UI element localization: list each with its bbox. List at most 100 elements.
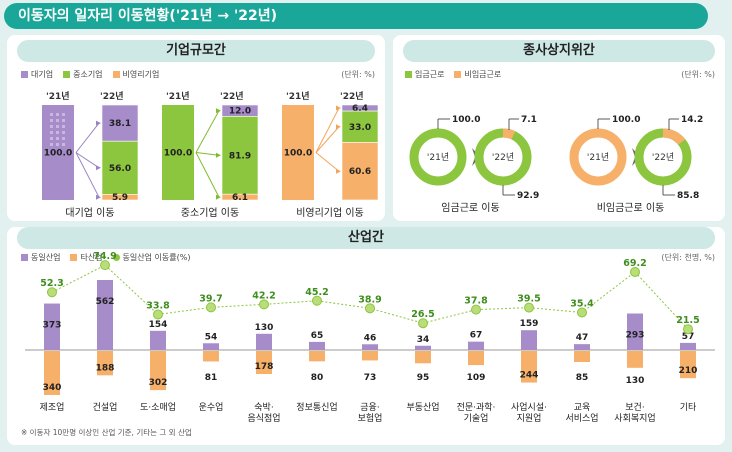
other-industry-value: 81 (205, 373, 218, 383)
rate-value: 35.4 (570, 299, 594, 310)
rate-point (259, 299, 269, 310)
other-industry-bar (574, 351, 590, 362)
year-from-label: '21년 (166, 90, 190, 102)
legend-swatch (405, 71, 412, 78)
industry-legend: 동일산업 타산업 동일산업 이동률(%) (21, 252, 196, 263)
other-industry-bar (468, 351, 484, 366)
rate-value: 52.3 (40, 278, 63, 289)
flow-arrow (315, 152, 340, 172)
firm-legend-item: 대기업 (21, 69, 53, 80)
other-industry-value: 302 (149, 378, 168, 388)
category-label: 운수업 (199, 402, 224, 413)
arrow-head (336, 168, 341, 174)
rate-point (153, 309, 163, 320)
other-industry-value: 178 (255, 362, 274, 372)
segment-value: 5.9 (112, 193, 128, 203)
other-industry-value: 80 (311, 373, 324, 383)
category-label: 사업시설· (511, 402, 547, 413)
same-industry-value: 562 (96, 297, 115, 307)
same-industry-bar (415, 345, 431, 350)
employment-status-legend: 임금근로 비임금근로 (405, 69, 507, 80)
category-label: 서비스업 (565, 413, 598, 424)
category-label: 금융· (360, 402, 379, 413)
firm-legend-item: 중소기업 (63, 69, 103, 80)
category-label: 도·소매업 (140, 402, 176, 413)
rate-value: 33.8 (146, 300, 170, 311)
same-industry-bar (468, 341, 484, 350)
base-donut (569, 128, 627, 186)
rate-value: 42.2 (252, 290, 275, 301)
same-industry-value: 47 (576, 333, 589, 343)
year-to-label: '22년 (100, 90, 124, 102)
category-label: 전문·과학· (457, 402, 496, 413)
stacked-segment (101, 104, 139, 142)
same-industry-value: 67 (470, 331, 483, 341)
base-bar (42, 105, 74, 200)
category-label: 숙박· (254, 402, 273, 413)
other-industry-bar (521, 351, 537, 383)
same-industry-bar (574, 344, 590, 350)
building-window (50, 113, 53, 116)
building-window (50, 143, 53, 146)
stacked-segment (341, 142, 379, 201)
flow-arrow (75, 152, 100, 169)
category-label: 교육 (574, 402, 591, 413)
same-industry-bar (362, 344, 378, 350)
group-label: 중소기업 이동 (181, 206, 239, 219)
industry-unit: (단위: 천명, %) (661, 253, 715, 262)
rate-value: 37.8 (464, 296, 488, 307)
category-label: 건설업 (93, 402, 118, 413)
legend-label: 임금근로 (415, 70, 445, 79)
base-bar (282, 105, 314, 200)
other-industry-value: 130 (626, 376, 645, 386)
base-value: 100.0 (44, 149, 72, 159)
same-industry-bar (150, 330, 166, 350)
rate-value: 39.5 (517, 294, 540, 305)
firm-size-unit: (단위: %) (341, 70, 375, 79)
building-window (56, 125, 59, 128)
emp-legend-item: 비임금근로 (454, 69, 501, 80)
year-to-label: '22년 (492, 152, 514, 163)
industry-legend-item: 동일산업 (21, 252, 60, 263)
industry-panel: 산업간 동일산업 타산업 동일산업 이동률(%) (단위: 천명, %) 373 34… (7, 227, 725, 445)
other-industry-bar (203, 351, 219, 362)
rate-point (206, 302, 216, 313)
stacked-segment (341, 104, 379, 112)
group-label: 비영리기업 이동 (296, 206, 364, 219)
other-industry-value: 340 (43, 383, 62, 393)
flow-arrow (195, 152, 220, 198)
legend-label: 비영리기업 (122, 70, 160, 79)
industry-legend-item: 동일산업 이동률(%) (112, 252, 191, 263)
category-label: 보건· (625, 402, 644, 413)
firm-size-panel: 기업규모간 대기업 중소기업 비영리기업 (단위: %) '21년 '22년 100.0… (7, 35, 385, 221)
building-window (62, 119, 65, 122)
segment-value: 12.0 (229, 107, 251, 117)
building-window (56, 137, 59, 140)
category-label: 사회복지업 (614, 413, 655, 424)
legend-swatch (63, 71, 71, 78)
same-industry-value: 54 (205, 332, 218, 342)
category-label: 정보통신업 (296, 402, 337, 413)
other-industry-bar (44, 351, 60, 395)
year-to-label: '22년 (220, 90, 244, 102)
flow-arrow (315, 126, 340, 153)
segment-value: 38.1 (109, 119, 131, 129)
other-industry-value: 109 (467, 373, 486, 383)
same-industry-bar (309, 341, 325, 350)
base-bar (162, 105, 194, 200)
same-industry-bar (521, 330, 537, 350)
other-industry-bar (150, 351, 166, 391)
legend-label: 중소기업 (73, 70, 103, 79)
base-donut (409, 128, 467, 186)
building-window (50, 131, 53, 134)
legend-label: 동일산업 이동률(%) (122, 253, 191, 262)
building-window (62, 137, 65, 140)
industry-title: 산업간 (17, 227, 715, 249)
stacked-segment (221, 116, 259, 195)
same-industry-value: 34 (417, 335, 430, 345)
rate-point (471, 304, 481, 315)
legend-swatch (454, 71, 462, 78)
category-label: 음식점업 (247, 412, 280, 424)
building-window (56, 131, 59, 134)
other-industry-bar (256, 351, 272, 375)
